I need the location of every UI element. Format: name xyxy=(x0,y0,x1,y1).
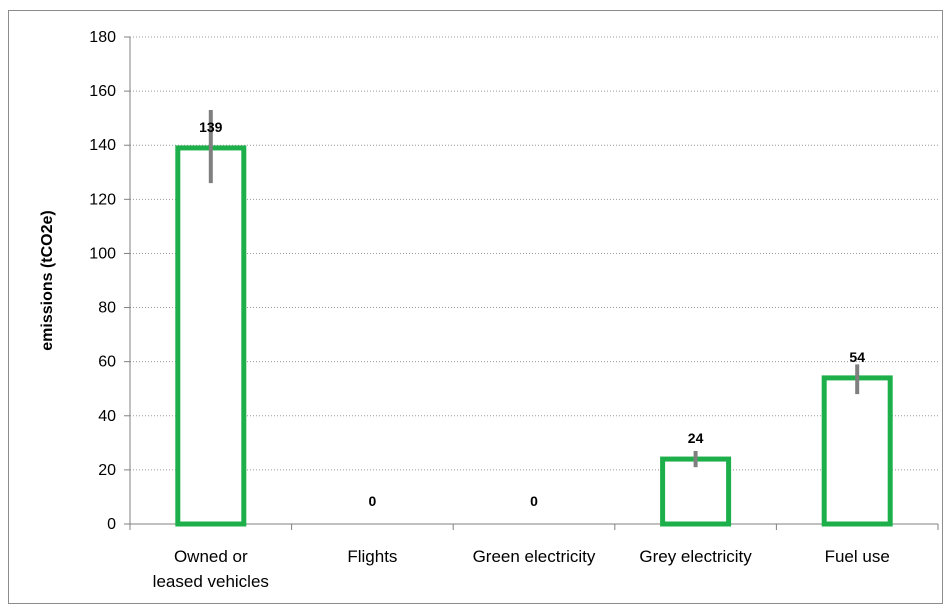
y-tick-label: 100 xyxy=(89,245,116,262)
data-label: 24 xyxy=(688,430,704,446)
data-label: 0 xyxy=(369,493,377,509)
bar xyxy=(175,145,247,527)
tick-labels: 0 20 40 60 80 100 120 140 160 180 xyxy=(89,29,116,533)
category-label: Flights xyxy=(347,547,397,566)
category-label: Fuel use xyxy=(825,547,890,566)
data-labels: 139 0 0 24 54 xyxy=(199,119,865,509)
chart-frame xyxy=(8,10,943,604)
bar xyxy=(660,456,732,527)
y-tick-label: 60 xyxy=(98,354,116,371)
y-tick-label: 140 xyxy=(89,137,116,154)
y-tick-label: 40 xyxy=(98,408,116,425)
category-labels: Owned or leased vehicles Flights Green elec… xyxy=(153,547,890,591)
category-label: leased vehicles xyxy=(153,572,269,591)
y-tick-label: 20 xyxy=(98,462,116,479)
category-label: Green electricity xyxy=(473,547,596,566)
y-tick-label: 120 xyxy=(89,191,116,208)
y-tick-label: 80 xyxy=(98,300,116,317)
bar xyxy=(821,375,893,527)
data-label: 54 xyxy=(849,349,865,365)
y-tick-label: 0 xyxy=(107,516,116,533)
y-tick-label: 160 xyxy=(89,83,116,100)
data-label: 0 xyxy=(530,493,538,509)
category-label: Grey electricity xyxy=(639,547,752,566)
error-bars xyxy=(208,110,860,468)
category-label: Owned or xyxy=(174,547,248,566)
bars xyxy=(175,145,893,527)
y-axis-title: emissions (tCO2e) xyxy=(39,210,56,350)
data-label: 139 xyxy=(199,119,223,135)
gridlines xyxy=(130,36,938,471)
axes xyxy=(124,36,939,530)
y-tick-label: 180 xyxy=(89,29,116,46)
